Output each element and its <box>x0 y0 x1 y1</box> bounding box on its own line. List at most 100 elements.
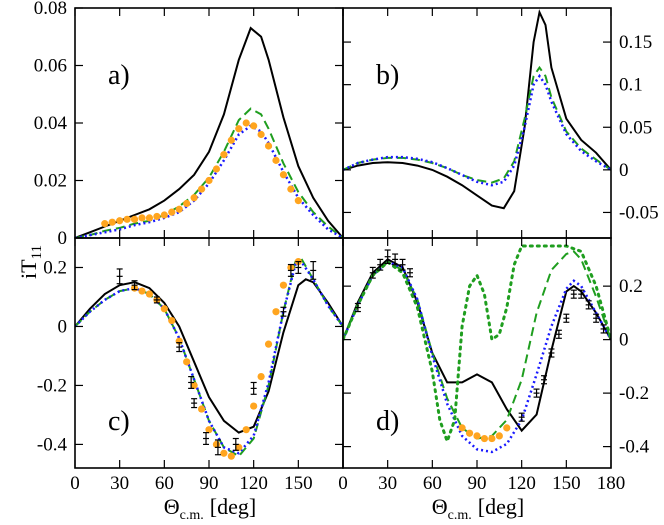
error-bar-c-3 <box>176 342 183 353</box>
data-point-c-3 <box>227 452 235 460</box>
error-bar-c-12 <box>295 260 302 274</box>
series-line-b-0 <box>343 9 611 210</box>
data-point-a-3 <box>264 142 273 150</box>
y-tick-label-a: 0.02 <box>34 171 67 192</box>
data-point-c-3 <box>160 305 168 313</box>
data-point-a-3 <box>227 136 235 144</box>
x-tick-label-c: 90 <box>200 473 219 494</box>
data-point-a-3 <box>205 176 213 185</box>
panel-c: 0 30 60 90 120 150 -0.4 -0.2 0 0.2 c) <box>37 237 344 494</box>
error-bar-c-5 <box>191 398 198 409</box>
y-tick-label-b: 0.15 <box>619 32 652 53</box>
data-point-d-4 <box>458 424 466 432</box>
x-tick-label-d: 120 <box>507 473 536 494</box>
y-tick-label-b: 0.05 <box>619 117 652 138</box>
plot-area-b <box>343 9 611 210</box>
data-point-a-3 <box>294 197 302 205</box>
data-point-a-3 <box>138 214 146 222</box>
y-tick-label-c: 0 <box>58 316 68 337</box>
data-point-a-3 <box>272 156 280 164</box>
error-bar-d-2 <box>377 258 384 271</box>
x-tick-label-c: 150 <box>284 473 313 494</box>
plot-area-a <box>75 26 343 238</box>
error-bar-c-6 <box>203 432 210 446</box>
x-tick-label-c: 120 <box>239 473 268 494</box>
x-tick-label-d: 90 <box>468 473 487 494</box>
data-point-a-3 <box>212 165 221 173</box>
data-point-a-3 <box>257 130 265 139</box>
error-bar-d-5 <box>399 258 406 271</box>
data-point-c-3 <box>272 308 280 316</box>
error-bar-d-12 <box>563 313 570 323</box>
data-point-c-3 <box>250 402 258 410</box>
x-tick-label-d: 150 <box>552 473 581 494</box>
plot-area-d <box>343 244 611 454</box>
data-point-a-3 <box>175 205 183 213</box>
data-point-a-3 <box>235 125 243 133</box>
error-bar-d-4 <box>392 253 399 266</box>
x-tick-label-d: 180 <box>597 473 626 494</box>
error-bar-d-14 <box>578 289 585 299</box>
error-bar-c-4 <box>188 375 195 389</box>
error-bar-c-13 <box>310 260 317 280</box>
error-bar-c-2 <box>153 296 160 304</box>
series-line-d-0 <box>343 258 611 433</box>
svg-text:Θc.m.[deg]: Θc.m. [deg] <box>164 494 256 523</box>
x-axis-title-sub-right: c.m. <box>448 508 472 523</box>
x-axis-title-theta: Θ <box>164 494 180 519</box>
error-bar-d-13 <box>570 289 577 299</box>
error-bar-d-7 <box>518 412 525 422</box>
data-point-c-3 <box>235 443 243 451</box>
data-point-a-3 <box>168 208 176 216</box>
data-point-c-3 <box>145 290 154 298</box>
data-point-a-3 <box>287 185 295 193</box>
error-bar-d-11 <box>555 329 562 339</box>
data-point-a-3 <box>242 119 250 127</box>
data-point-c-3 <box>220 449 228 457</box>
panel-b: -0.05 0 0.05 0.1 0.15 b) <box>342 7 659 239</box>
data-point-c-3 <box>242 426 250 434</box>
y-tick-label-a: 0.04 <box>34 113 68 134</box>
data-point-c-3 <box>205 426 213 434</box>
panel-label-d: d) <box>376 406 399 437</box>
plot-area-c <box>75 257 343 460</box>
y-tick-label-d: 0 <box>619 330 629 351</box>
error-bar-d-16 <box>593 313 600 323</box>
x-tick-label-c: 60 <box>155 473 174 494</box>
error-bar-c-0 <box>116 268 123 285</box>
y-tick-label-b: 0.1 <box>619 75 643 96</box>
panel-label-c: c) <box>108 406 130 437</box>
data-point-a-3 <box>153 212 161 221</box>
panels-group: 0 0.02 0.04 0.06 0.08 a) -0.05 0 0.05 0.1 0.15 b) 0 3… <box>34 0 659 494</box>
error-bar-c-8 <box>232 437 239 451</box>
data-point-c-3 <box>168 316 176 325</box>
data-point-a-3 <box>279 171 288 179</box>
x-axis-title-unit: [deg] <box>210 494 256 519</box>
y-tick-label-a: 0.06 <box>34 56 67 77</box>
y-tick-label-d: 0.2 <box>619 276 643 297</box>
error-bar-c-10 <box>280 306 287 317</box>
panel-label-a: a) <box>108 60 130 91</box>
error-bar-d-8 <box>533 388 540 398</box>
y-tick-label-c: 0.2 <box>43 257 67 278</box>
data-point-c-3 <box>257 372 265 381</box>
error-bar-d-3 <box>384 249 391 265</box>
x-tick-label-d: 30 <box>378 473 397 494</box>
x-tick-label-c: 0 <box>70 473 80 494</box>
x-axis-title-unit-right: [deg] <box>478 494 524 519</box>
y-tick-label-b: -0.05 <box>619 202 659 223</box>
series-line-b-2 <box>343 73 611 187</box>
series-line-c-0 <box>75 278 343 434</box>
x-tick-label-d: 60 <box>423 473 442 494</box>
panel-label-b: b) <box>376 60 399 91</box>
data-point-a-3 <box>108 218 116 226</box>
series-line-a-1 <box>75 107 343 238</box>
data-point-a-3 <box>190 194 198 202</box>
y-axis-title: iT11 <box>16 245 45 279</box>
data-point-d-4 <box>495 432 503 440</box>
error-bar-c-9 <box>250 381 257 395</box>
error-bar-c-7 <box>214 439 221 456</box>
error-bar-d-6 <box>407 268 413 278</box>
data-point-d-4 <box>503 424 511 432</box>
